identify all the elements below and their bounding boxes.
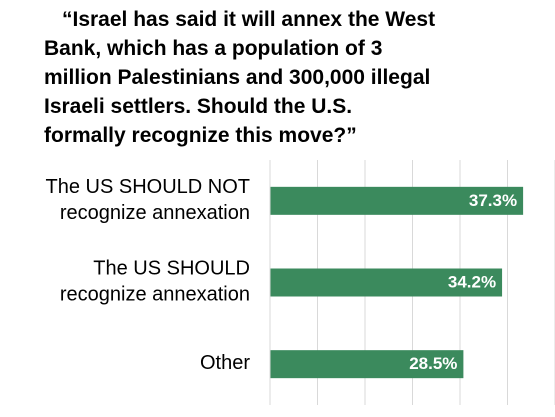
value-label: 34.2%: [448, 273, 496, 292]
value-label: 37.3%: [469, 191, 517, 210]
value-label: 28.5%: [409, 355, 457, 374]
chart-title: “Israel has said it will annex the West B…: [44, 8, 435, 147]
category-label: The US SHOULD recognize annexation: [60, 258, 250, 306]
bar: [270, 350, 464, 379]
bar: [270, 186, 524, 215]
category-label: The US SHOULD NOT recognize annexation: [46, 176, 250, 224]
category-label: Other: [200, 352, 250, 374]
bar: [270, 268, 503, 297]
